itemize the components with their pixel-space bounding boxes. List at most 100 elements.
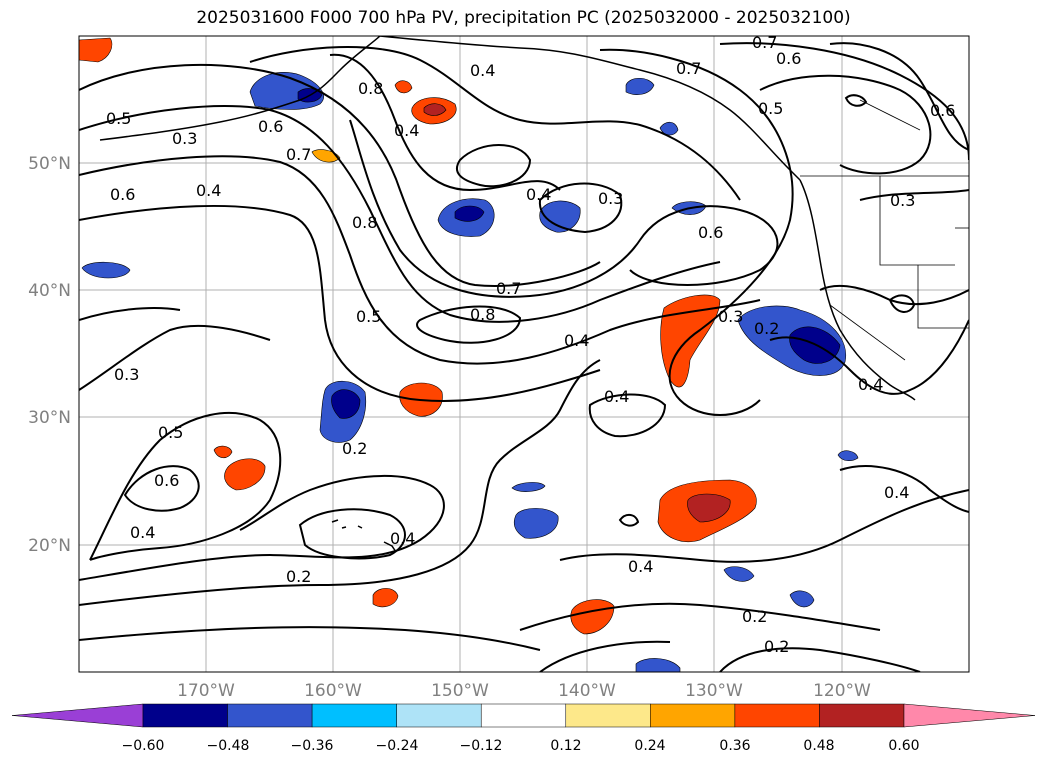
lat-label: 50°N — [28, 154, 71, 174]
colorbar-segment — [227, 703, 313, 728]
colorbar-tick-label: 0.12 — [550, 738, 581, 754]
lon-label: 150°W — [431, 681, 489, 701]
contour-label: 0.2 — [754, 319, 779, 338]
precip-negative-cell — [625, 77, 655, 95]
contour-label: 0.8 — [470, 305, 495, 324]
contour-label: 0.4 — [130, 523, 155, 542]
precip-positive-cell — [660, 294, 721, 388]
precip-negative-cell — [723, 566, 755, 582]
colorbar-extend-low — [11, 703, 144, 728]
contour-label: 0.7 — [676, 59, 701, 78]
colorbar-segment — [142, 703, 228, 728]
political-borders — [800, 99, 969, 361]
contour-label: 0.5 — [356, 307, 381, 326]
contour-label: 0.4 — [196, 181, 221, 200]
colorbar-tick-label: 0.24 — [634, 738, 665, 754]
contour-label: 0.4 — [884, 483, 909, 502]
contour-label: 0.2 — [764, 637, 789, 656]
figure-title: 2025031600 F000 700 hPa PV, precipitatio… — [196, 8, 851, 28]
precip-negative-cell — [511, 482, 546, 492]
contour-label: 0.7 — [752, 33, 777, 52]
precip-negative-cell — [81, 261, 131, 279]
contour-label: 0.6 — [154, 471, 179, 490]
precip-positive-cell — [224, 458, 266, 491]
precip-positive-cell — [372, 588, 399, 608]
precipitation-shading — [79, 37, 859, 672]
contour-label: 0.3 — [172, 129, 197, 148]
contour-label: 0.4 — [858, 375, 883, 394]
colorbar-segment — [565, 703, 651, 728]
precip-negative-cell — [837, 450, 859, 461]
contour-label: 0.6 — [698, 223, 723, 242]
lat-label: 20°N — [28, 536, 71, 556]
precip-negative-core — [331, 389, 361, 419]
colorbar-tick-label: 0.60 — [888, 738, 919, 754]
colorbar-extend-high — [903, 703, 1036, 728]
pv-contours — [79, 42, 969, 672]
precip-negative-cell — [539, 200, 581, 233]
contour-label: 0.5 — [106, 109, 131, 128]
contour-label: 0.4 — [526, 185, 551, 204]
contour-label: 0.3 — [114, 365, 139, 384]
colorbar-tick-label: −0.48 — [207, 738, 250, 754]
contour-label: 0.2 — [286, 567, 311, 586]
colorbar-tick-label: −0.24 — [376, 738, 419, 754]
colorbar-segment — [396, 703, 482, 728]
contour-label: 0.4 — [628, 557, 653, 576]
contour-label: 0.3 — [598, 189, 623, 208]
contour-label: 0.4 — [470, 61, 495, 80]
map-frame — [78, 35, 970, 673]
contour-label: 0.5 — [158, 423, 183, 442]
contour-label: 0.8 — [358, 79, 383, 98]
contour-label: 0.3 — [890, 191, 915, 210]
contour-label: 0.6 — [258, 117, 283, 136]
contour-label: 0.4 — [604, 387, 629, 406]
lon-label: 170°W — [177, 681, 235, 701]
contour-label: 0.7 — [496, 279, 521, 298]
colorbar-segment — [480, 703, 567, 728]
colorbar-segment — [734, 703, 820, 728]
colorbar-tick-label: 0.36 — [719, 738, 750, 754]
contour-label: 0.4 — [564, 331, 589, 350]
coastlines — [99, 36, 916, 553]
precip-positive-cell — [394, 80, 413, 94]
longitude-labels: 170°W 160°W 150°W 140°W 130°W 120°W — [177, 681, 871, 701]
precip-positive-cell — [570, 599, 615, 635]
precip-negative-cell — [635, 658, 681, 672]
colorbar-tick-label: 0.48 — [803, 738, 834, 754]
colorbar-tick-label: −0.60 — [122, 738, 165, 754]
colorbar-segments — [11, 703, 1036, 728]
lon-label: 130°W — [685, 681, 743, 701]
lon-label: 120°W — [813, 681, 871, 701]
contour-label: 0.4 — [390, 529, 415, 548]
colorbar-segment — [819, 703, 905, 728]
colorbar-segment — [650, 703, 736, 728]
colorbar-tick-label: −0.36 — [291, 738, 334, 754]
colorbar-tick-label: −0.12 — [460, 738, 503, 754]
colorbar: −0.60 −0.48 −0.36 −0.24 −0.12 0.12 0.24 … — [11, 703, 1036, 754]
precip-positive-cell — [79, 37, 113, 63]
contour-label: 0.6 — [110, 185, 135, 204]
colorbar-ticks: −0.60 −0.48 −0.36 −0.24 −0.12 0.12 0.24 … — [122, 738, 920, 754]
contour-label: 0.2 — [742, 607, 767, 626]
precip-negative-core — [454, 205, 485, 222]
contour-label: 0.5 — [758, 99, 783, 118]
contour-label: 0.2 — [342, 439, 367, 458]
lon-label: 160°W — [304, 681, 362, 701]
colorbar-segment — [311, 703, 397, 728]
precip-negative-cell — [514, 508, 559, 539]
lat-label: 40°N — [28, 281, 71, 301]
precip-positive-cell — [213, 445, 233, 459]
precip-positive-core — [423, 103, 447, 116]
contour-label: 0.4 — [394, 121, 419, 140]
lon-label: 140°W — [558, 681, 616, 701]
lat-label: 30°N — [28, 408, 71, 428]
latitude-labels: 50°N 40°N 30°N 20°N — [28, 154, 71, 556]
contour-label: 0.3 — [718, 307, 743, 326]
contour-labels: 0.5 0.3 0.6 0.4 0.6 0.7 0.8 0.4 0.4 0.7 … — [106, 33, 955, 656]
precip-positive-core — [687, 493, 731, 523]
contour-label: 0.6 — [930, 101, 955, 120]
precip-negative-cell — [789, 590, 815, 608]
contour-label: 0.8 — [352, 213, 377, 232]
